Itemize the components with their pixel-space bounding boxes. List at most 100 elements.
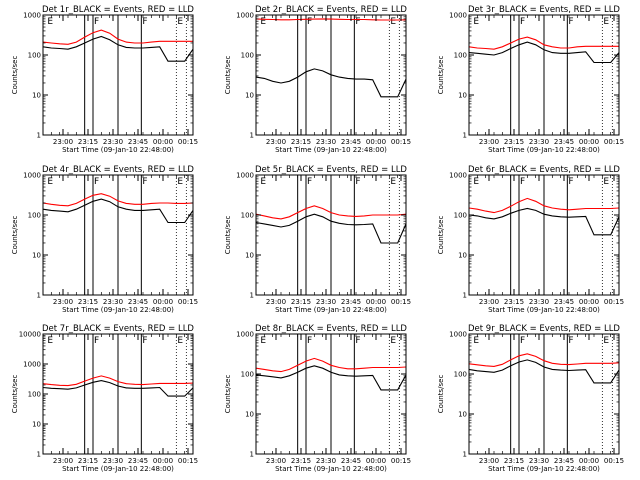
x-tick-label: 23:15 — [504, 457, 524, 465]
event-marker: F — [355, 177, 360, 187]
events-series-line — [255, 213, 407, 244]
event-marker: F — [307, 336, 312, 346]
x-axis-title: Start Time (09-Jan-10 22:48:00) — [275, 306, 387, 314]
y-tick-label: 1000 — [449, 331, 467, 339]
y-tick-label: 10 — [245, 252, 254, 260]
event-marker: F — [307, 17, 312, 27]
y-tick-label: 1 — [37, 292, 41, 300]
x-axis-title: Start Time (09-Jan-10 22:48:00) — [275, 146, 387, 154]
event-marker: E — [47, 17, 53, 27]
y-axis-title: Counts/sec — [437, 216, 445, 255]
panel-det-2: Det 2r_BLACK = Events, RED = LLD E F F E 1 10 1… — [224, 5, 411, 154]
events-series-line — [468, 207, 620, 236]
y-tick-label: 1000 — [236, 12, 254, 20]
x-tick-label: 00:00 — [366, 457, 386, 465]
y-axis-title: Counts/sec — [437, 56, 445, 95]
event-marker: F — [307, 177, 312, 187]
panel-det-3: Det 3r_BLACK = Events, RED = LLD E F F E 1 10 1… — [437, 5, 624, 154]
x-tick-label: 23:15 — [291, 298, 311, 306]
x-tick-label: 23:45 — [554, 138, 574, 146]
x-tick-label: 00:15 — [604, 298, 624, 306]
panel-title: Det 6r_BLACK = Events, RED = LLD — [468, 165, 620, 175]
panel-det-6: Det 6r_BLACK = Events, RED = LLD E F F E 1 10 1… — [437, 165, 624, 314]
x-tick-label: 23:00 — [53, 138, 73, 146]
event-marker: E — [47, 336, 53, 346]
event-marker: F — [94, 336, 99, 346]
x-tick-label: 00:00 — [366, 298, 386, 306]
panel-det-8: Det 8r_BLACK = Events, RED = LLD E F F E 1 10 1… — [224, 324, 411, 473]
y-tick-label: 1000 — [23, 172, 41, 180]
event-marker: E — [260, 336, 266, 346]
event-marker: F — [94, 177, 99, 187]
x-tick-label: 23:30 — [103, 298, 123, 306]
x-tick-label: 23:30 — [529, 138, 549, 146]
y-axis-title: Counts/sec — [224, 375, 232, 414]
x-tick-label: 00:15 — [604, 457, 624, 465]
event-marker: E — [260, 177, 266, 187]
event-marker: E — [603, 336, 609, 346]
y-tick-label: 100 — [454, 212, 467, 220]
y-tick-label: 1000 — [23, 12, 41, 20]
events-series-line — [255, 68, 407, 98]
x-axis-title: Start Time (09-Jan-10 22:48:00) — [488, 146, 600, 154]
y-tick-label: 100 — [241, 212, 254, 220]
x-tick-label: 23:00 — [479, 457, 499, 465]
y-tick-label: 1 — [250, 451, 254, 459]
y-tick-label: 1000 — [236, 172, 254, 180]
x-tick-label: 23:30 — [103, 457, 123, 465]
y-tick-label: 100 — [28, 52, 41, 60]
event-marker: E — [603, 177, 609, 187]
events-series-line — [468, 359, 620, 384]
x-tick-label: 23:15 — [78, 298, 98, 306]
x-tick-label: 23:15 — [78, 138, 98, 146]
y-tick-label: 1000 — [449, 12, 467, 20]
y-tick-label: 100 — [241, 371, 254, 379]
x-tick-label: 00:15 — [178, 138, 198, 146]
lld-series-line — [255, 357, 407, 373]
y-tick-label: 1 — [37, 451, 41, 459]
lld-series-line — [468, 197, 620, 214]
x-tick-label: 00:15 — [391, 457, 411, 465]
y-tick-label: 10 — [458, 92, 467, 100]
x-axis-title: Start Time (09-Jan-10 22:48:00) — [488, 306, 600, 314]
event-marker: E — [473, 177, 479, 187]
panel-title: Det 1r_BLACK = Events, RED = LLD — [42, 5, 194, 15]
lld-series-line — [255, 205, 407, 220]
events-series-line — [468, 41, 620, 64]
event-marker: E — [177, 336, 183, 346]
x-tick-label: 00:00 — [153, 457, 173, 465]
panel-title: Det 3r_BLACK = Events, RED = LLD — [468, 5, 620, 15]
lld-series-line — [42, 29, 193, 45]
y-tick-label: 1 — [463, 292, 467, 300]
y-tick-label: 1 — [37, 132, 41, 140]
x-tick-label: 23:15 — [504, 298, 524, 306]
y-tick-label: 10 — [245, 411, 254, 419]
y-tick-label: 10 — [32, 421, 41, 429]
x-tick-label: 23:30 — [316, 138, 336, 146]
event-marker: E — [390, 17, 396, 27]
y-tick-label: 100 — [454, 371, 467, 379]
event-marker: E — [177, 177, 183, 187]
x-tick-label: 23:45 — [341, 138, 361, 146]
y-axis-title: Counts/sec — [11, 375, 19, 414]
x-tick-label: 00:15 — [391, 298, 411, 306]
y-tick-label: 1 — [463, 132, 467, 140]
lld-series-line — [255, 18, 407, 21]
x-tick-label: 23:30 — [316, 457, 336, 465]
y-tick-label: 10 — [32, 92, 41, 100]
x-tick-label: 23:00 — [266, 138, 286, 146]
y-axis-title: Counts/sec — [437, 375, 445, 414]
x-tick-label: 23:45 — [128, 457, 148, 465]
x-tick-label: 00:15 — [178, 298, 198, 306]
x-tick-label: 23:15 — [291, 138, 311, 146]
y-tick-label: 100 — [241, 52, 254, 60]
event-marker: F — [520, 336, 525, 346]
y-tick-label: 10 — [458, 411, 467, 419]
y-tick-label: 1000 — [23, 361, 41, 369]
lld-series-line — [42, 193, 194, 207]
x-axis-title: Start Time (09-Jan-10 22:48:00) — [62, 465, 174, 473]
x-tick-label: 00:15 — [604, 138, 624, 146]
events-series-line — [42, 380, 194, 397]
event-marker: F — [520, 177, 525, 187]
